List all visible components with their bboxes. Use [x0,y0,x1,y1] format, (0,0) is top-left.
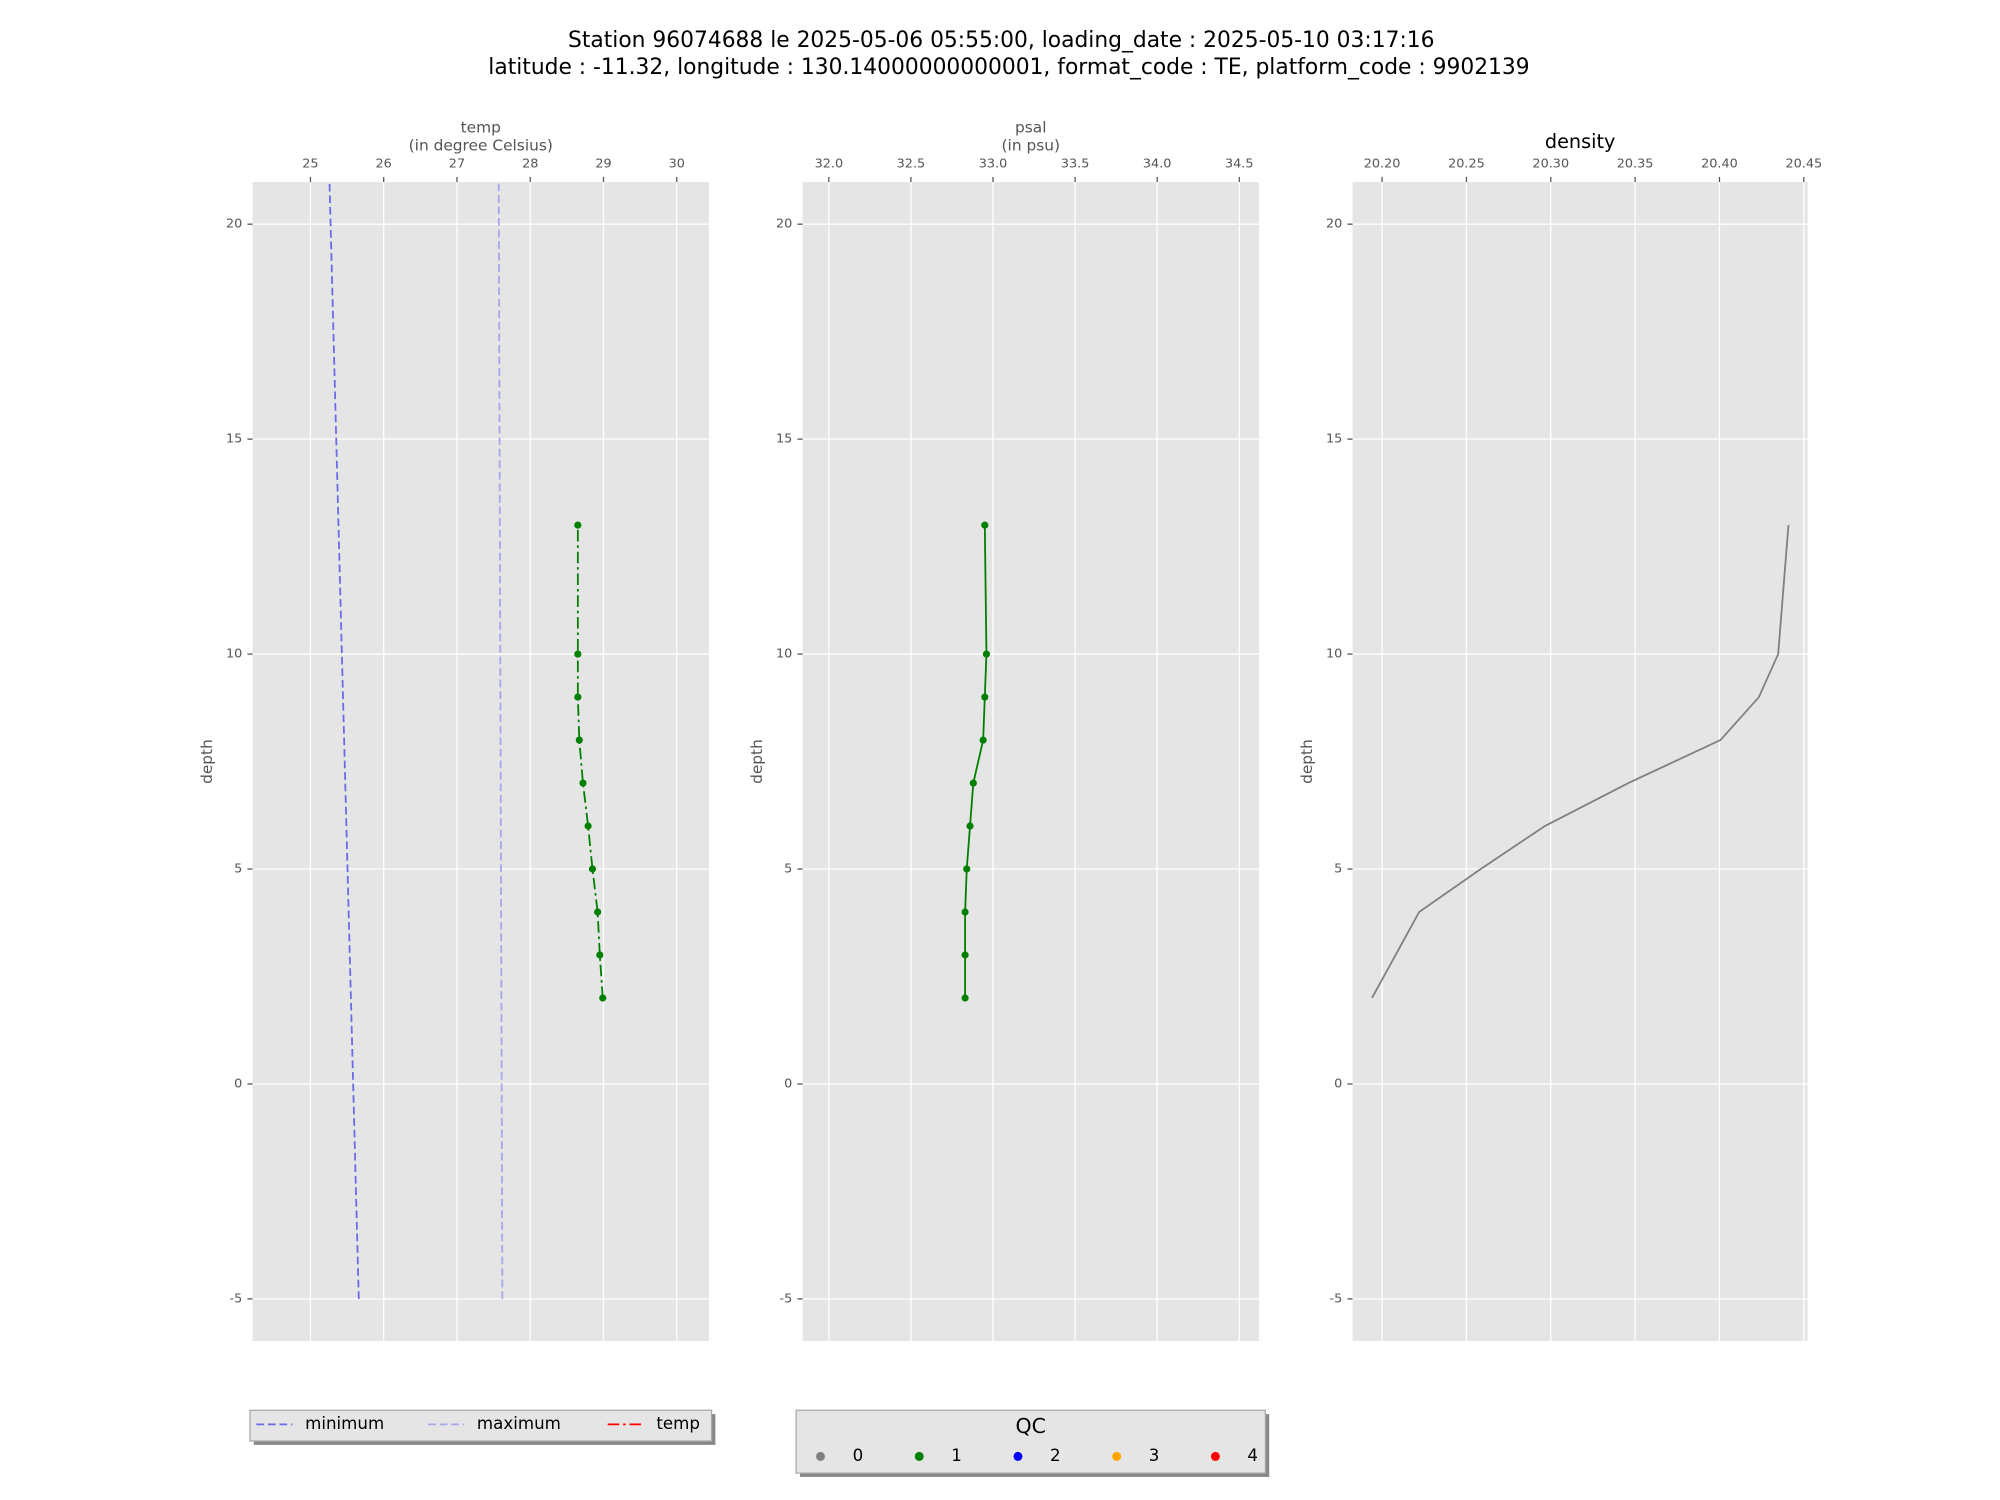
y-tick-label: 10 [776,647,792,662]
data-point [599,994,607,1002]
y-tick-label: 15 [1326,432,1342,447]
profile-line [964,525,988,998]
legend-swatch [1210,1451,1220,1461]
y-tick-label: 20 [776,217,792,232]
y-tick-label: 5 [1334,862,1342,877]
x-tick-label: 28 [522,157,538,172]
x-tick-label: 20.20 [1364,157,1401,172]
x-axis-label: psal [1015,119,1046,137]
y-axis-label: depth [1298,739,1316,784]
plot-area [802,182,1259,1342]
x-tick-label: 26 [376,157,392,172]
legend-label: temp [656,1414,700,1433]
x-tick-label: 27 [449,157,465,172]
data-point [961,994,969,1002]
x-tick-label: 32.0 [815,157,844,172]
figure-subtitle: latitude : -11.32, longitude : 130.14000… [488,55,1529,80]
y-tick-label: 5 [234,862,242,877]
x-tick-label: 25 [302,157,318,172]
x-tick-label: 30 [669,157,685,172]
y-tick-label: 20 [226,217,242,232]
data-point [969,779,977,787]
y-tick-label: 0 [1334,1076,1342,1091]
legend-swatch [914,1451,924,1461]
data-point [963,865,971,873]
x-tick-label: 20.35 [1617,157,1654,172]
data-point [961,908,969,916]
y-tick-label: 0 [784,1076,792,1091]
x-tick-label: 20.30 [1532,157,1569,172]
legend-label: 0 [853,1446,864,1465]
panel-title: density [1545,130,1615,153]
legend-swatch [1013,1451,1023,1461]
y-tick-label: 0 [234,1076,242,1091]
y-tick-label: -5 [1330,1291,1343,1306]
legend-box [795,1409,1267,1474]
y-tick-label: 10 [226,647,242,662]
plot-area [1352,182,1808,1342]
legend-label: maximum [477,1414,561,1433]
y-axis-label: depth [198,739,216,784]
legend-label: 1 [951,1446,962,1465]
legend-label: minimum [305,1414,384,1433]
y-tick-label: 10 [1326,647,1342,662]
figure-title: Station 96074688 le 2025-05-06 05:55:00,… [568,28,1434,53]
data-point [574,650,582,658]
y-axis-label: depth [748,739,766,784]
data-point [584,822,592,830]
x-tick-label: 33.5 [1061,157,1090,172]
y-tick-label: -5 [230,1291,243,1306]
x-tick-label: 29 [595,157,611,172]
plot-area [252,182,709,1342]
profile-line [497,182,504,1299]
profile-line [328,182,360,1299]
x-tick-label: 32.5 [897,157,926,172]
legend-box [249,1409,713,1442]
data-point [575,736,583,744]
data-point [588,865,597,873]
data-point [574,521,582,529]
data-point [574,693,582,701]
x-tick-label: 34.0 [1143,157,1172,172]
legend-title: QC [1016,1414,1046,1438]
data-point [981,693,989,701]
x-axis-label: temp [461,119,501,137]
legend-swatch [816,1451,825,1461]
legend-swatch [1112,1451,1122,1461]
x-axis-label: (in degree Celsius) [409,137,553,155]
y-tick-label: 15 [226,432,242,447]
legend-label: 4 [1247,1446,1258,1465]
data-point [966,822,974,830]
legend-label: 3 [1149,1446,1160,1465]
data-point [982,650,991,658]
data-point [981,521,989,529]
profile-line [1371,525,1790,999]
y-tick-label: 20 [1326,217,1342,232]
x-tick-label: 20.25 [1448,157,1485,172]
x-axis-label: (in psu) [1002,137,1060,155]
x-tick-label: 20.45 [1785,157,1822,172]
data-point [961,951,969,959]
x-tick-label: 34.5 [1225,157,1254,172]
data-point [596,951,604,959]
y-tick-label: -5 [780,1291,793,1306]
x-tick-label: 20.40 [1701,157,1738,172]
y-tick-label: 15 [776,432,792,447]
y-tick-label: 5 [784,862,792,877]
legend-label: 2 [1050,1446,1061,1465]
data-point [594,908,602,916]
data-point [979,736,987,744]
data-point [579,779,587,787]
x-tick-label: 33.0 [979,157,1008,172]
